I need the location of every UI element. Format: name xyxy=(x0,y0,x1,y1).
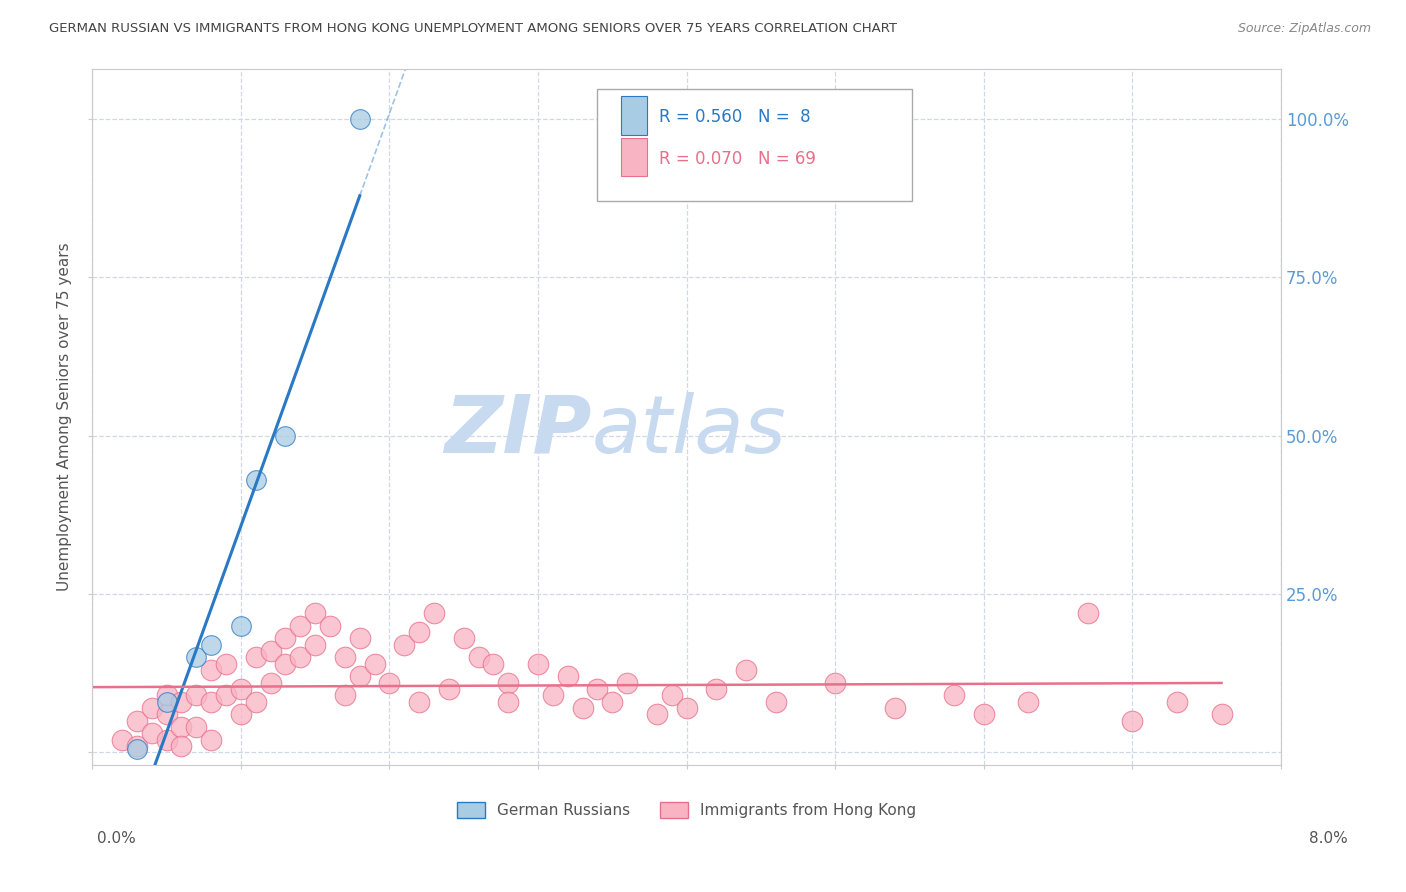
Point xyxy=(1077,606,1099,620)
Point xyxy=(423,606,446,620)
Point xyxy=(215,689,238,703)
Point xyxy=(333,650,356,665)
Point xyxy=(394,638,416,652)
Point xyxy=(675,701,697,715)
Point xyxy=(883,701,905,715)
Point xyxy=(467,650,489,665)
Point xyxy=(125,739,148,753)
Point xyxy=(661,689,683,703)
Point xyxy=(1211,707,1233,722)
Point xyxy=(155,695,177,709)
Point xyxy=(170,739,193,753)
Point xyxy=(973,707,995,722)
Point xyxy=(304,606,326,620)
Point xyxy=(155,707,177,722)
Point xyxy=(259,675,281,690)
Point xyxy=(200,695,222,709)
Point xyxy=(170,720,193,734)
Point xyxy=(349,669,371,683)
Point xyxy=(602,695,624,709)
Point xyxy=(200,638,222,652)
Point xyxy=(170,695,193,709)
Point xyxy=(765,695,787,709)
Point xyxy=(229,707,252,722)
Point xyxy=(333,689,356,703)
Point xyxy=(349,632,371,646)
Point xyxy=(482,657,505,671)
Point xyxy=(274,429,297,443)
Point xyxy=(229,619,252,633)
Point xyxy=(245,473,267,487)
Point xyxy=(186,720,208,734)
Point xyxy=(290,650,312,665)
Point xyxy=(645,707,668,722)
Point xyxy=(155,689,177,703)
Point xyxy=(408,695,430,709)
Point xyxy=(125,742,148,756)
Point xyxy=(557,669,579,683)
Point xyxy=(541,689,564,703)
Point xyxy=(824,675,846,690)
Text: Source: ZipAtlas.com: Source: ZipAtlas.com xyxy=(1237,22,1371,36)
Point xyxy=(527,657,550,671)
Point xyxy=(274,657,297,671)
Point xyxy=(141,701,163,715)
Point xyxy=(498,675,520,690)
Point xyxy=(245,650,267,665)
Point xyxy=(378,675,401,690)
Point xyxy=(363,657,385,671)
Text: 8.0%: 8.0% xyxy=(1309,831,1348,846)
Point xyxy=(274,632,297,646)
Point xyxy=(125,714,148,728)
Legend: German Russians, Immigrants from Hong Kong: German Russians, Immigrants from Hong Ko… xyxy=(451,796,922,824)
Point xyxy=(304,638,326,652)
Point xyxy=(155,732,177,747)
Point xyxy=(111,732,134,747)
Point xyxy=(1166,695,1188,709)
Point xyxy=(408,625,430,640)
Y-axis label: Unemployment Among Seniors over 75 years: Unemployment Among Seniors over 75 years xyxy=(58,243,72,591)
Point xyxy=(349,112,371,127)
Point xyxy=(704,682,727,697)
Point xyxy=(200,732,222,747)
Point xyxy=(186,689,208,703)
Text: 0.0%: 0.0% xyxy=(97,831,136,846)
Point xyxy=(437,682,460,697)
Point xyxy=(586,682,609,697)
Point xyxy=(319,619,342,633)
Point xyxy=(453,632,475,646)
Point xyxy=(616,675,638,690)
Point xyxy=(571,701,593,715)
Bar xyxy=(621,138,647,177)
Text: R = 0.560   N =  8: R = 0.560 N = 8 xyxy=(659,108,811,127)
Point xyxy=(141,726,163,740)
Text: R = 0.070   N = 69: R = 0.070 N = 69 xyxy=(659,150,815,168)
Point xyxy=(943,689,966,703)
Point xyxy=(229,682,252,697)
Text: atlas: atlas xyxy=(592,392,786,470)
Point xyxy=(215,657,238,671)
Point xyxy=(498,695,520,709)
Point xyxy=(259,644,281,658)
Point xyxy=(245,695,267,709)
Point xyxy=(1121,714,1143,728)
Text: GERMAN RUSSIAN VS IMMIGRANTS FROM HONG KONG UNEMPLOYMENT AMONG SENIORS OVER 75 Y: GERMAN RUSSIAN VS IMMIGRANTS FROM HONG K… xyxy=(49,22,897,36)
Point xyxy=(1017,695,1039,709)
Bar xyxy=(621,96,647,135)
Point xyxy=(200,663,222,677)
FancyBboxPatch shape xyxy=(598,89,912,201)
Text: ZIP: ZIP xyxy=(444,392,592,470)
Point xyxy=(290,619,312,633)
Point xyxy=(186,650,208,665)
Point xyxy=(735,663,758,677)
